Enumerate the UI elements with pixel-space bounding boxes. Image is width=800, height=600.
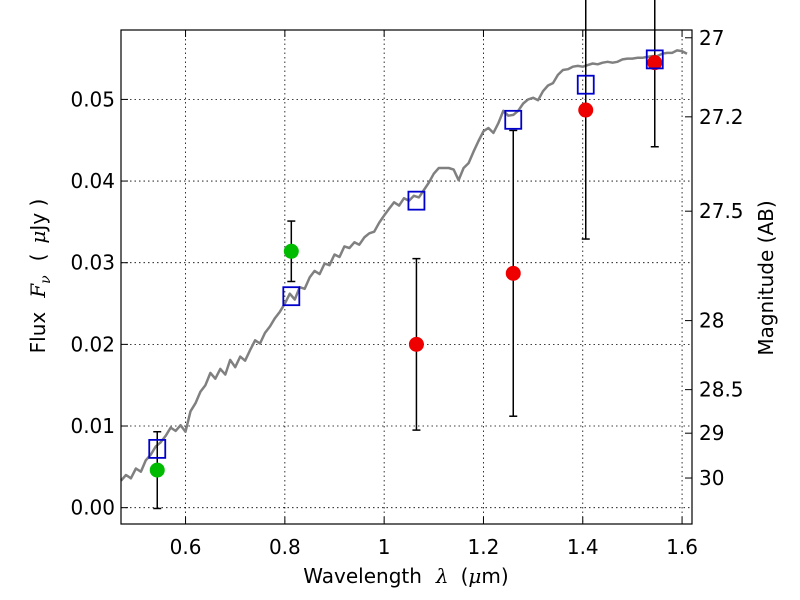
x-tick-label: 0.6: [170, 535, 202, 559]
y2-tick-label: 29: [699, 421, 724, 445]
red-data-point: [408, 336, 424, 352]
y-axis-title: Flux Fν ( μJy ): [26, 199, 54, 354]
y-tick-label: 0.05: [70, 87, 115, 111]
red-data-point: [647, 55, 663, 71]
grid: [121, 30, 692, 524]
y-tick-label: 0.02: [70, 332, 115, 356]
green-data-point: [283, 243, 299, 259]
y2-axis-title: Magnitude (AB): [754, 200, 778, 355]
model-photometry-layer: [148, 49, 664, 459]
data-points-layer: [149, 55, 663, 478]
model-photometry-square: [148, 438, 167, 459]
x-axis-title: Wavelength λ (μm): [303, 564, 508, 588]
y2-tick-label: 27: [699, 26, 724, 50]
y-tick-label: 0.03: [70, 251, 115, 275]
y2-tick-label: 30: [699, 466, 724, 490]
model-photometry-square: [504, 109, 523, 130]
y-tick-label: 0.01: [70, 414, 115, 438]
red-data-point: [578, 102, 594, 118]
plot-frame: [120, 29, 693, 525]
y2-tick-label: 28: [699, 309, 724, 333]
model-spectrum-line: [120, 49, 688, 482]
x-tick-label: 1: [378, 535, 391, 559]
y2-tick-label: 28.5: [699, 378, 744, 402]
model-photometry-square: [407, 190, 426, 211]
x-tick-label: 1.4: [567, 535, 599, 559]
y2-tick-label: 27.2: [699, 105, 744, 129]
y-tick-label: 0.00: [70, 496, 115, 520]
x-tick-label: 0.8: [269, 535, 301, 559]
model-spectrum-layer: [120, 49, 688, 482]
model-photometry-square: [282, 286, 301, 307]
y-tick-label: 0.04: [70, 169, 115, 193]
red-data-point: [505, 265, 521, 281]
green-data-point: [149, 462, 165, 478]
model-photometry-square: [576, 74, 595, 95]
ticks-layer: 0.6 0.8 1 1.2 1.4 1.6 0.00 0.01 0.02 0.03 0.04 0.05…: [70, 26, 743, 559]
model-photometry-square: [645, 49, 664, 70]
x-tick-label: 1.6: [666, 535, 698, 559]
x-tick-label: 1.2: [468, 535, 500, 559]
y2-tick-label: 27.5: [699, 199, 744, 223]
